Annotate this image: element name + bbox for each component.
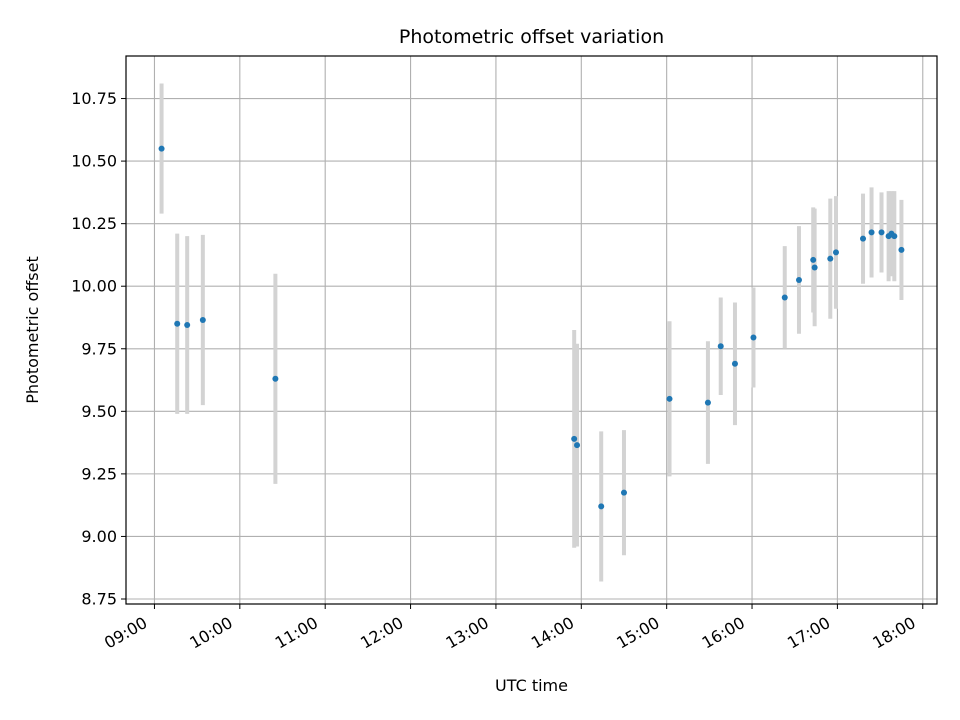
data-point [174,320,181,327]
data-point [666,395,673,402]
data-point [795,276,802,283]
data-points [158,145,905,510]
data-point [827,255,834,262]
data-point [868,229,875,236]
data-point [810,256,817,263]
y-tick-label: 9.25 [81,464,117,483]
data-point [574,442,581,449]
data-point [898,246,905,253]
data-point [199,316,206,323]
data-point [891,233,898,240]
y-tick-label: 9.00 [81,527,117,546]
data-point [878,229,885,236]
data-point [832,249,839,256]
y-axis-label: Photometric offset [23,256,42,404]
data-point [272,375,279,382]
grid [126,56,937,604]
data-point [731,360,738,367]
plot-area [126,56,937,604]
y-tick-label: 9.50 [81,402,117,421]
data-point [811,264,818,271]
y-axis-ticks: 8.75 9.00 9.25 9.50 9.75 10.00 10.25 10.50 10.75 [71,89,126,608]
data-point [750,334,757,341]
data-point [860,235,867,242]
y-tick-label: 10.00 [71,277,117,296]
data-point [571,435,578,442]
y-tick-label: 8.75 [81,589,117,608]
data-point [781,294,788,301]
data-point [158,145,165,152]
y-tick-label: 9.75 [81,339,117,358]
y-tick-label: 10.25 [71,214,117,233]
data-point [717,343,724,350]
y-tick-label: 10.75 [71,89,117,108]
data-point [184,321,191,328]
x-axis-label: UTC time [495,676,568,695]
chart-title: Photometric offset variation [399,26,664,48]
data-point [620,489,627,496]
data-point [704,399,711,406]
data-point [598,503,605,510]
y-tick-label: 10.50 [71,152,117,171]
plot-frame [125,55,938,605]
